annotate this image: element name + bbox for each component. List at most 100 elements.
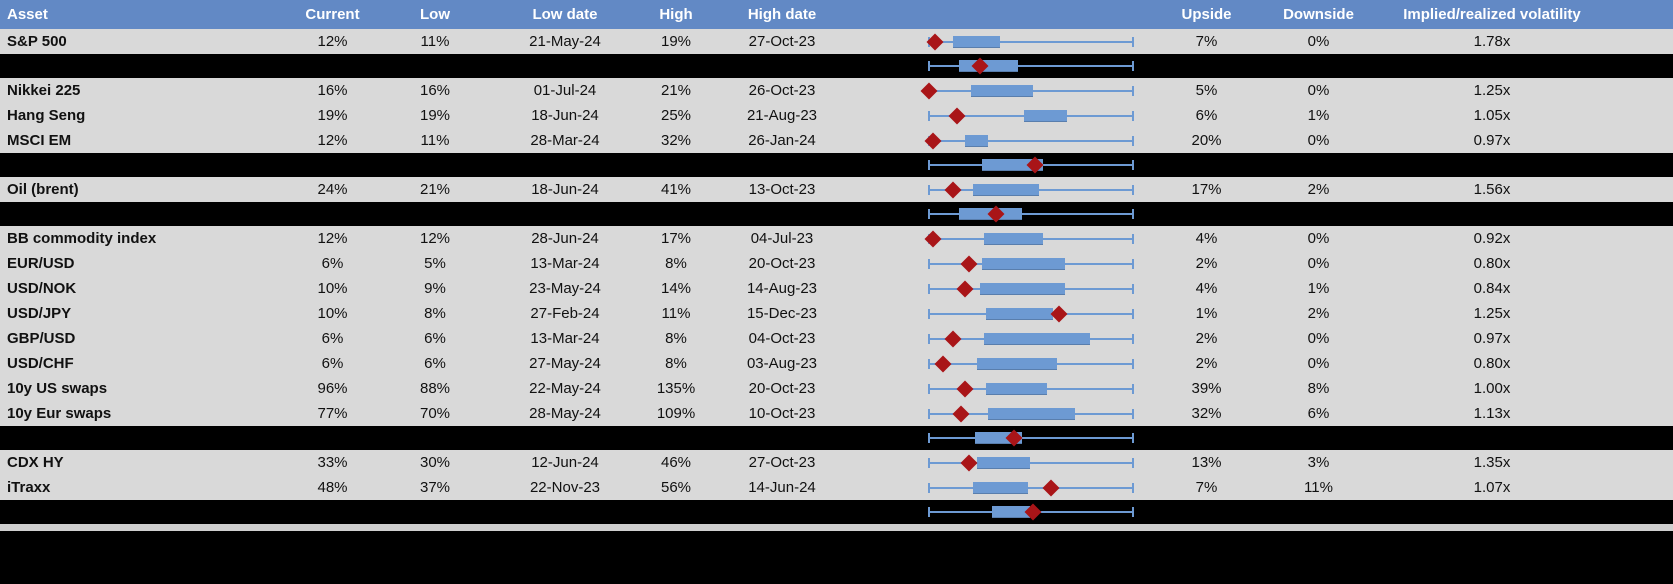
asset-cell: USD/NOK — [7, 280, 77, 297]
current-cell: 10% — [317, 305, 348, 322]
asset-cell: Oil (brent) — [7, 181, 79, 198]
current-cell: 33% — [317, 454, 348, 471]
boxplot-cell — [852, 153, 1148, 177]
current-cell: 19% — [317, 107, 348, 124]
filler-cell — [1612, 128, 1673, 153]
boxplot — [927, 351, 1134, 376]
filler-cell — [1612, 202, 1673, 226]
low-date-cell: 22-May-24 — [529, 380, 601, 397]
downside-cell-empty — [1265, 54, 1372, 78]
table-row: 10y Eur swaps 77% 70% 28-May-24 109% 10-… — [0, 401, 1673, 426]
table-row: USD/JPY 10% 8% 27-Feb-24 11% 15-Dec-23 1… — [0, 301, 1673, 326]
asset-cell: BB commodity index — [7, 230, 157, 247]
boxplot — [927, 376, 1134, 401]
current-cell: 10% — [317, 280, 348, 297]
low-cell: 8% — [424, 305, 446, 322]
whisker-line — [928, 461, 1133, 464]
downside-cell: 1% — [1307, 107, 1330, 124]
high-date-cell: 15-Dec-23 — [746, 305, 818, 322]
boxplot-cell — [852, 450, 1148, 475]
low-cell: 16% — [419, 82, 451, 99]
whisker-tick-left — [927, 209, 930, 219]
whisker-tick-right — [1131, 61, 1134, 71]
iqr-box — [981, 159, 1043, 171]
upside-cell-empty — [1148, 153, 1265, 177]
high-cell-empty — [640, 500, 712, 524]
whisker-tick-right — [1131, 433, 1134, 443]
iqr-box — [987, 407, 1076, 420]
low-date-cell-empty — [490, 202, 640, 226]
downside-cell: 0% — [1307, 330, 1330, 347]
filler-cell — [1612, 475, 1673, 500]
whisker-tick-right — [1131, 408, 1134, 419]
whisker-tick-left — [927, 110, 930, 121]
whisker-tick-left — [927, 308, 930, 319]
asset-cell: GBP/USD — [7, 330, 76, 347]
high-date-cell: 13-Oct-23 — [748, 181, 816, 198]
implied-realized-volatility-cell: 0.80x — [1473, 355, 1511, 372]
low-date-cell: 18-Jun-24 — [531, 181, 599, 198]
whisker-tick-right — [1131, 184, 1134, 195]
low-date-cell: 27-Feb-24 — [530, 305, 600, 322]
table-header-row: Asset Current Low Low date High High dat… — [0, 0, 1673, 29]
implied-realized-volatility-cell: 1.25x — [1473, 305, 1511, 322]
current-cell-empty — [285, 202, 380, 226]
filler-cell — [1612, 153, 1673, 177]
table-row: iTraxx 48% 37% 22-Nov-23 56% 14-Jun-24 7… — [0, 475, 1673, 500]
table-row: S&P 500 12% 11% 21-May-24 19% 27-Oct-23 … — [0, 29, 1673, 54]
low-cell-empty — [380, 426, 490, 450]
iqr-box — [973, 183, 1039, 196]
boxplot — [927, 54, 1134, 78]
high-date-cell: 04-Oct-23 — [748, 330, 816, 347]
boxplot — [926, 29, 1134, 54]
whisker-tick-left — [927, 358, 930, 369]
boxplot-cell — [852, 251, 1148, 276]
boxplot-cell — [852, 202, 1148, 226]
low-cell: 6% — [424, 355, 446, 372]
current-diamond-icon — [956, 280, 974, 297]
asset-cell: iTraxx — [7, 479, 51, 496]
boxplot-cell — [852, 226, 1148, 251]
boxplot — [927, 450, 1134, 475]
boxplot-cell — [852, 276, 1148, 301]
high-cell: 8% — [665, 255, 687, 272]
asset-cell-empty — [0, 153, 285, 177]
boxplot-cell — [852, 78, 1148, 103]
upside-cell: 2% — [1195, 330, 1218, 347]
low-cell: 5% — [424, 255, 446, 272]
current-cell-empty — [285, 54, 380, 78]
low-cell: 9% — [424, 280, 446, 297]
low-date-cell: 18-Jun-24 — [531, 107, 599, 124]
high-cell-empty — [640, 54, 712, 78]
boxplot — [927, 500, 1134, 524]
downside-cell: 0% — [1307, 132, 1330, 149]
boxplot-cell — [852, 500, 1148, 524]
filler-cell — [1612, 29, 1673, 54]
upside-cell-empty — [1148, 202, 1265, 226]
whisker-tick-left — [927, 507, 930, 517]
low-cell-empty — [380, 500, 490, 524]
col-header-asset: Asset — [7, 6, 48, 23]
whisker-tick-left — [927, 184, 930, 195]
high-cell: 8% — [665, 330, 687, 347]
whisker-tick-right — [1131, 283, 1134, 294]
low-cell: 88% — [419, 380, 451, 397]
low-date-cell: 12-Jun-24 — [531, 454, 599, 471]
downside-cell: 11% — [1304, 479, 1333, 496]
downside-cell: 3% — [1307, 454, 1330, 471]
high-cell: 14% — [660, 280, 692, 297]
boxplot — [927, 401, 1134, 426]
upside-cell: 2% — [1195, 355, 1218, 372]
boxplot — [927, 153, 1134, 177]
asset-cell: 10y Eur swaps — [7, 405, 112, 422]
high-date-cell: 14-Aug-23 — [746, 280, 818, 297]
high-date-cell: 14-Jun-24 — [748, 479, 816, 496]
separator-row — [0, 426, 1673, 450]
low-cell: 37% — [419, 479, 451, 496]
table-row: EUR/USD 6% 5% 13-Mar-24 8% 20-Oct-23 2% … — [0, 251, 1673, 276]
iqr-box — [1024, 109, 1068, 122]
high-date-cell-empty — [712, 426, 852, 450]
whisker-tick-right — [1131, 209, 1134, 219]
boxplot-cell — [852, 29, 1148, 54]
